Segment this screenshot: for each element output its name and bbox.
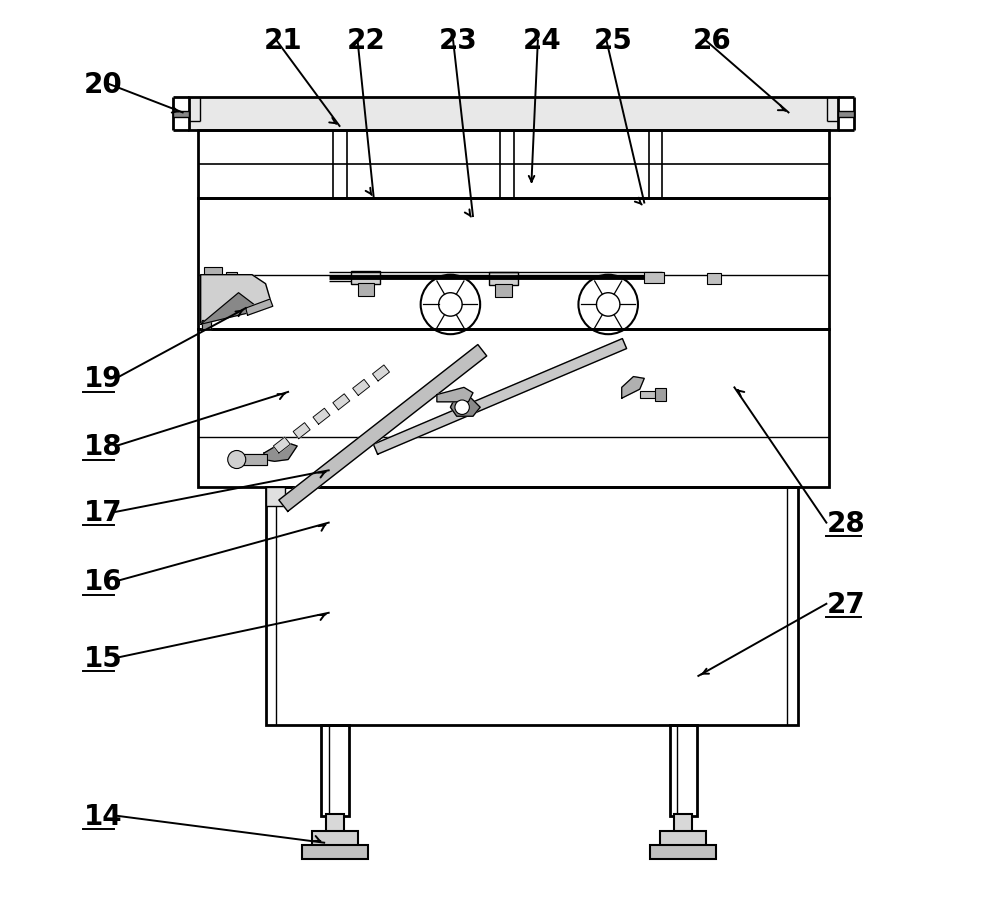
Bar: [302, 845, 368, 859]
Bar: [655, 389, 666, 401]
Text: 21: 21: [264, 27, 302, 55]
Polygon shape: [264, 442, 297, 462]
Circle shape: [228, 451, 246, 469]
Polygon shape: [313, 409, 330, 425]
Bar: [266, 487, 798, 726]
Polygon shape: [373, 339, 627, 455]
Bar: [312, 831, 358, 846]
Bar: [644, 272, 664, 283]
Bar: [326, 814, 344, 832]
Bar: [198, 198, 829, 329]
Polygon shape: [437, 388, 473, 402]
Text: 26: 26: [693, 27, 732, 55]
Text: 14: 14: [83, 802, 122, 830]
Bar: [358, 283, 374, 297]
Polygon shape: [293, 423, 310, 439]
Bar: [838, 112, 854, 118]
Bar: [674, 814, 692, 832]
Bar: [670, 726, 697, 815]
Bar: [198, 329, 829, 487]
Circle shape: [455, 400, 469, 415]
Bar: [707, 273, 721, 284]
Polygon shape: [201, 275, 270, 323]
Text: 18: 18: [83, 433, 122, 461]
Bar: [226, 272, 237, 280]
Polygon shape: [622, 377, 644, 399]
Text: 24: 24: [523, 27, 561, 55]
Polygon shape: [202, 320, 211, 329]
Polygon shape: [333, 394, 350, 410]
Polygon shape: [246, 299, 273, 316]
Polygon shape: [201, 293, 261, 325]
Text: 19: 19: [83, 365, 122, 393]
Bar: [351, 272, 380, 284]
Bar: [204, 268, 222, 277]
Polygon shape: [279, 345, 487, 511]
Bar: [321, 726, 349, 815]
Bar: [173, 112, 189, 118]
Text: 17: 17: [83, 498, 122, 526]
Text: 25: 25: [594, 27, 633, 55]
Polygon shape: [373, 365, 389, 382]
Text: 15: 15: [83, 644, 122, 672]
Polygon shape: [273, 437, 290, 454]
Polygon shape: [353, 380, 370, 396]
Bar: [489, 272, 518, 285]
Bar: [198, 132, 829, 198]
Bar: [189, 98, 838, 132]
Bar: [266, 487, 285, 507]
Text: 23: 23: [439, 27, 477, 55]
Text: 27: 27: [826, 590, 865, 618]
Bar: [640, 391, 665, 399]
Text: 28: 28: [826, 509, 865, 537]
Polygon shape: [450, 399, 480, 417]
Text: 16: 16: [83, 567, 122, 595]
Polygon shape: [243, 455, 267, 465]
Bar: [650, 845, 716, 859]
Text: 22: 22: [347, 27, 385, 55]
Text: 20: 20: [83, 70, 122, 98]
Bar: [660, 831, 706, 846]
Bar: [495, 284, 512, 298]
